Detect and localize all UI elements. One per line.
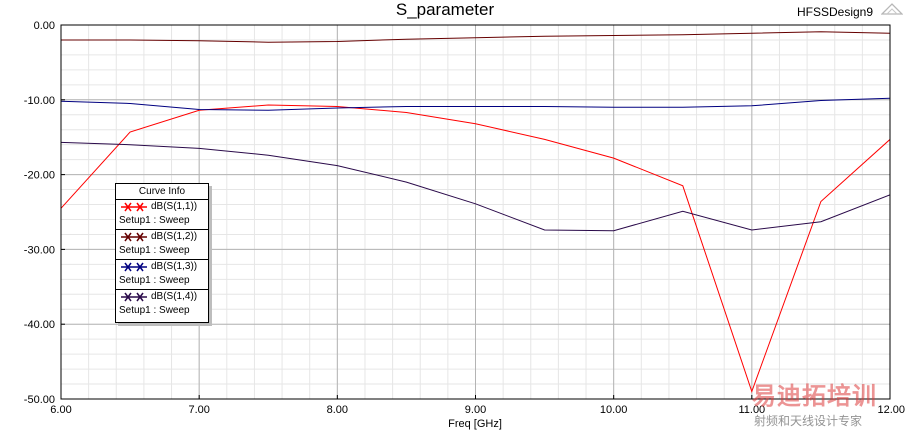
ansoft-logo-icon <box>880 3 904 15</box>
axes <box>60 24 891 400</box>
legend-item-name: dB(S(1,4)) <box>151 291 198 302</box>
x-tick-label: 7.00 <box>188 404 209 416</box>
series-line-4 <box>60 141 891 232</box>
series-group <box>60 31 891 394</box>
legend-item-row: dB(S(1,4)) <box>119 290 208 304</box>
legend-item-setup: Setup1 : Sweep <box>119 245 190 256</box>
y-tick-label: 0.00 <box>34 20 55 32</box>
series-line-1 <box>60 104 891 394</box>
y-tick-label: -30.00 <box>24 244 55 256</box>
x-tick-label: 8.00 <box>327 404 348 416</box>
legend-title: Curve Info <box>116 184 208 200</box>
y-tick-label: -10.00 <box>24 95 55 107</box>
legend-item[interactable]: dB(S(1,3)) Setup1 : Sweep <box>116 260 208 290</box>
x-tick-label: 12.00 <box>877 404 905 416</box>
x-tick-label: 9.00 <box>465 404 486 416</box>
tick-labels: 6.00 7.00 8.00 9.00 10.00 11.00 12.00 0.00 -10.0… <box>24 20 905 416</box>
y-tick-label: -20.00 <box>24 170 55 182</box>
chart-title: S_parameter <box>395 0 495 19</box>
legend-item-name: dB(S(1,2)) <box>151 231 198 242</box>
legend-item-row: dB(S(1,3)) <box>119 260 208 274</box>
legend-item[interactable]: dB(S(1,2)) Setup1 : Sweep <box>116 230 208 260</box>
watermark-logo: 易迪拓培训 <box>752 382 877 410</box>
legend-item-setup: Setup1 : Sweep <box>119 275 190 286</box>
legend-item[interactable]: dB(S(1,1)) Setup1 : Sweep <box>116 200 208 230</box>
legend-swatch-icon <box>119 230 149 244</box>
x-tick-label: 6.00 <box>50 404 71 416</box>
y-tick-label: -40.00 <box>24 319 55 331</box>
ansoft-logo <box>880 3 904 18</box>
series-line-2 <box>61 31 891 43</box>
legend-swatch-icon <box>119 200 149 214</box>
curve-info-legend[interactable]: Curve Info dB(S(1,1)) Setup1 : Sweep dB(S(… <box>115 183 209 323</box>
legend-swatch-icon <box>119 290 149 304</box>
legend-item-setup: Setup1 : Sweep <box>119 305 190 316</box>
x-tick-label: 10.00 <box>600 404 628 416</box>
legend-swatch-icon <box>119 260 149 274</box>
legend-item[interactable]: dB(S(1,4)) Setup1 : Sweep <box>116 290 208 319</box>
x-tick-label: 11.00 <box>738 404 765 416</box>
legend-item-name: dB(S(1,3)) <box>151 261 198 272</box>
design-name: HFSSDesign9 <box>796 5 873 19</box>
legend-item-name: dB(S(1,1)) <box>151 201 198 212</box>
series-line-3 <box>60 97 891 111</box>
legend-item-row: dB(S(1,2)) <box>119 230 208 244</box>
x-axis-label: Freq [GHz] <box>448 418 502 430</box>
legend-items: dB(S(1,1)) Setup1 : Sweep dB(S(1,2)) Setup1… <box>116 200 208 319</box>
y-tick-label: -50.00 <box>24 394 55 406</box>
watermark-subtitle: 射频和天线设计专家 <box>754 414 863 428</box>
legend-item-setup: Setup1 : Sweep <box>119 215 190 226</box>
legend-item-row: dB(S(1,1)) <box>119 200 208 214</box>
